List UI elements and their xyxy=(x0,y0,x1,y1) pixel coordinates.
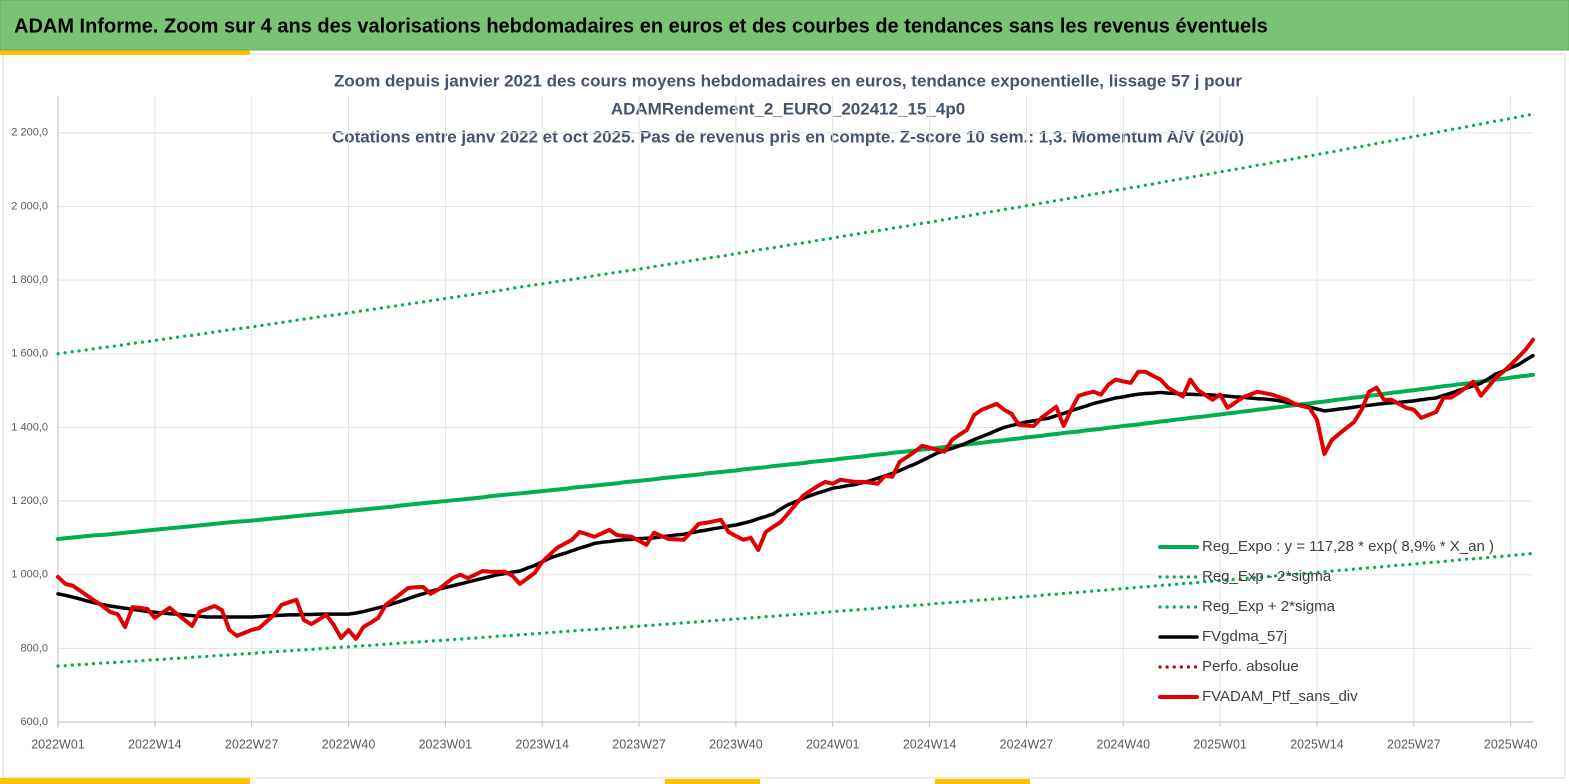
y-tick-label: 800,0 xyxy=(20,642,48,654)
y-tick-label: 2 200,0 xyxy=(11,127,48,139)
accent xyxy=(0,50,250,55)
chart-title: Zoom depuis janvier 2021 des cours moyen… xyxy=(334,71,1242,90)
legend-label: Reg_Exp + 2*sigma xyxy=(1202,598,1336,615)
x-tick-label: 2023W14 xyxy=(515,737,569,751)
y-tick-label: 1 600,0 xyxy=(11,348,48,360)
x-tick-label: 2024W40 xyxy=(1097,737,1151,751)
x-tick-label: 2022W27 xyxy=(225,737,279,751)
y-tick-label: 600,0 xyxy=(20,716,48,728)
x-tick-label: 2025W14 xyxy=(1290,737,1344,751)
chart-frame xyxy=(2,53,1566,779)
x-tick-label: 2022W01 xyxy=(31,737,85,751)
header-bar xyxy=(0,0,1569,51)
series-line xyxy=(56,337,1535,641)
chart-title: ADAMRendement_2_EURO_202412_15_4p0 xyxy=(611,99,965,118)
accent xyxy=(935,779,1030,784)
x-tick-label: 2022W14 xyxy=(128,737,182,751)
y-tick-label: 1 400,0 xyxy=(11,421,48,433)
x-tick-label: 2023W27 xyxy=(612,737,666,751)
x-tick-label: 2023W40 xyxy=(709,737,763,751)
y-tick-label: 1 000,0 xyxy=(11,569,48,581)
legend-label: FVADAM_Ptf_sans_div xyxy=(1202,688,1358,705)
legend-label: Reg_Expo : y = 117,28 * exp( 8,9% * X_an… xyxy=(1202,538,1494,555)
y-tick-label: 2 000,0 xyxy=(11,200,48,212)
x-tick-label: 2025W27 xyxy=(1387,737,1441,751)
y-tick-label: 1 200,0 xyxy=(11,495,48,507)
header-title: ADAM Informe. Zoom sur 4 ans des valoris… xyxy=(14,15,1268,37)
x-tick-label: 2024W14 xyxy=(903,737,957,751)
legend-label: Perfo. absolue xyxy=(1202,658,1299,675)
x-tick-label: 2022W40 xyxy=(322,737,376,751)
x-tick-label: 2023W01 xyxy=(419,737,473,751)
accent xyxy=(0,778,250,784)
x-tick-label: 2024W27 xyxy=(1000,737,1054,751)
x-tick-label: 2025W40 xyxy=(1484,737,1538,751)
series-line xyxy=(56,372,1535,541)
legend-label: FVgdma_57j xyxy=(1202,628,1287,645)
legend-label: Reg_Exp - 2*sigma xyxy=(1202,568,1332,585)
x-tick-label: 2024W01 xyxy=(806,737,860,751)
x-tick-label: 2025W01 xyxy=(1193,737,1247,751)
series-line xyxy=(56,112,1535,356)
y-tick-label: 1 800,0 xyxy=(11,274,48,286)
accent xyxy=(665,779,760,784)
series-line xyxy=(56,551,1535,668)
chart-title: Cotations entre janv 2022 et oct 2025. P… xyxy=(332,127,1244,146)
